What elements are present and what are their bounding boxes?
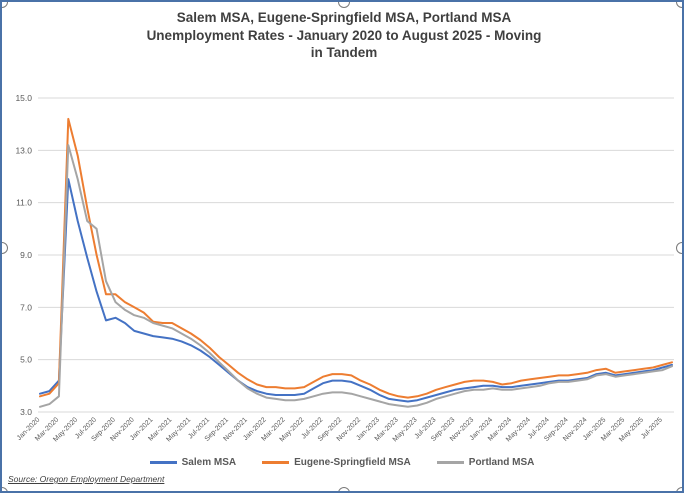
series-line-eugene-springfield-msa[interactable] (39, 117, 673, 399)
y-axis-label-9.0: 9.0 (20, 250, 32, 260)
resize-handle-middle-right[interactable] (676, 242, 682, 254)
series-line-portland-msa[interactable] (39, 144, 673, 408)
legend-item-salem[interactable]: Salem MSA (149, 457, 237, 468)
chart-title[interactable]: Salem MSA, Eugene-Springfield MSA, Portl… (44, 9, 644, 62)
legend-label-portland: Portland MSA (468, 457, 535, 468)
legend-label-salem: Salem MSA (181, 457, 237, 468)
chart-title-line-2: Unemployment Rates - January 2020 to Aug… (146, 27, 542, 43)
legend-label-eugene: Eugene-Springfield MSA (294, 457, 411, 468)
y-axis-label-7.0: 7.0 (20, 302, 32, 312)
source-note: Source: Oregon Employment Department (8, 474, 165, 484)
y-axis-label-3.0: 3.0 (20, 407, 32, 417)
eugene-line-swatch-icon (262, 461, 290, 464)
y-axis-label-11.0: 11.0 (16, 198, 32, 208)
salem-line-swatch-icon (149, 461, 177, 464)
resize-handle-top-right[interactable] (676, 2, 682, 8)
legend-item-portland[interactable]: Portland MSA (436, 457, 535, 468)
y-axis-label-5.0: 5.0 (20, 355, 32, 365)
series-line-salem-msa[interactable] (39, 178, 673, 403)
chart-legend: Salem MSA Eugene-Springfield MSA Portlan… (2, 457, 682, 468)
y-axis-label-13.0: 13.0 (15, 145, 32, 155)
chart-title-line-1: Salem MSA, Eugene-Springfield MSA, Portl… (176, 10, 512, 25)
y-axis-label-15.0: 15.0 (15, 93, 32, 103)
resize-handle-bottom-center[interactable] (338, 487, 350, 491)
resize-handle-bottom-right[interactable] (676, 487, 682, 491)
chart-title-line-3: in Tandem (310, 45, 378, 60)
portland-line-swatch-icon (436, 461, 464, 464)
legend-item-eugene[interactable]: Eugene-Springfield MSA (262, 457, 411, 468)
